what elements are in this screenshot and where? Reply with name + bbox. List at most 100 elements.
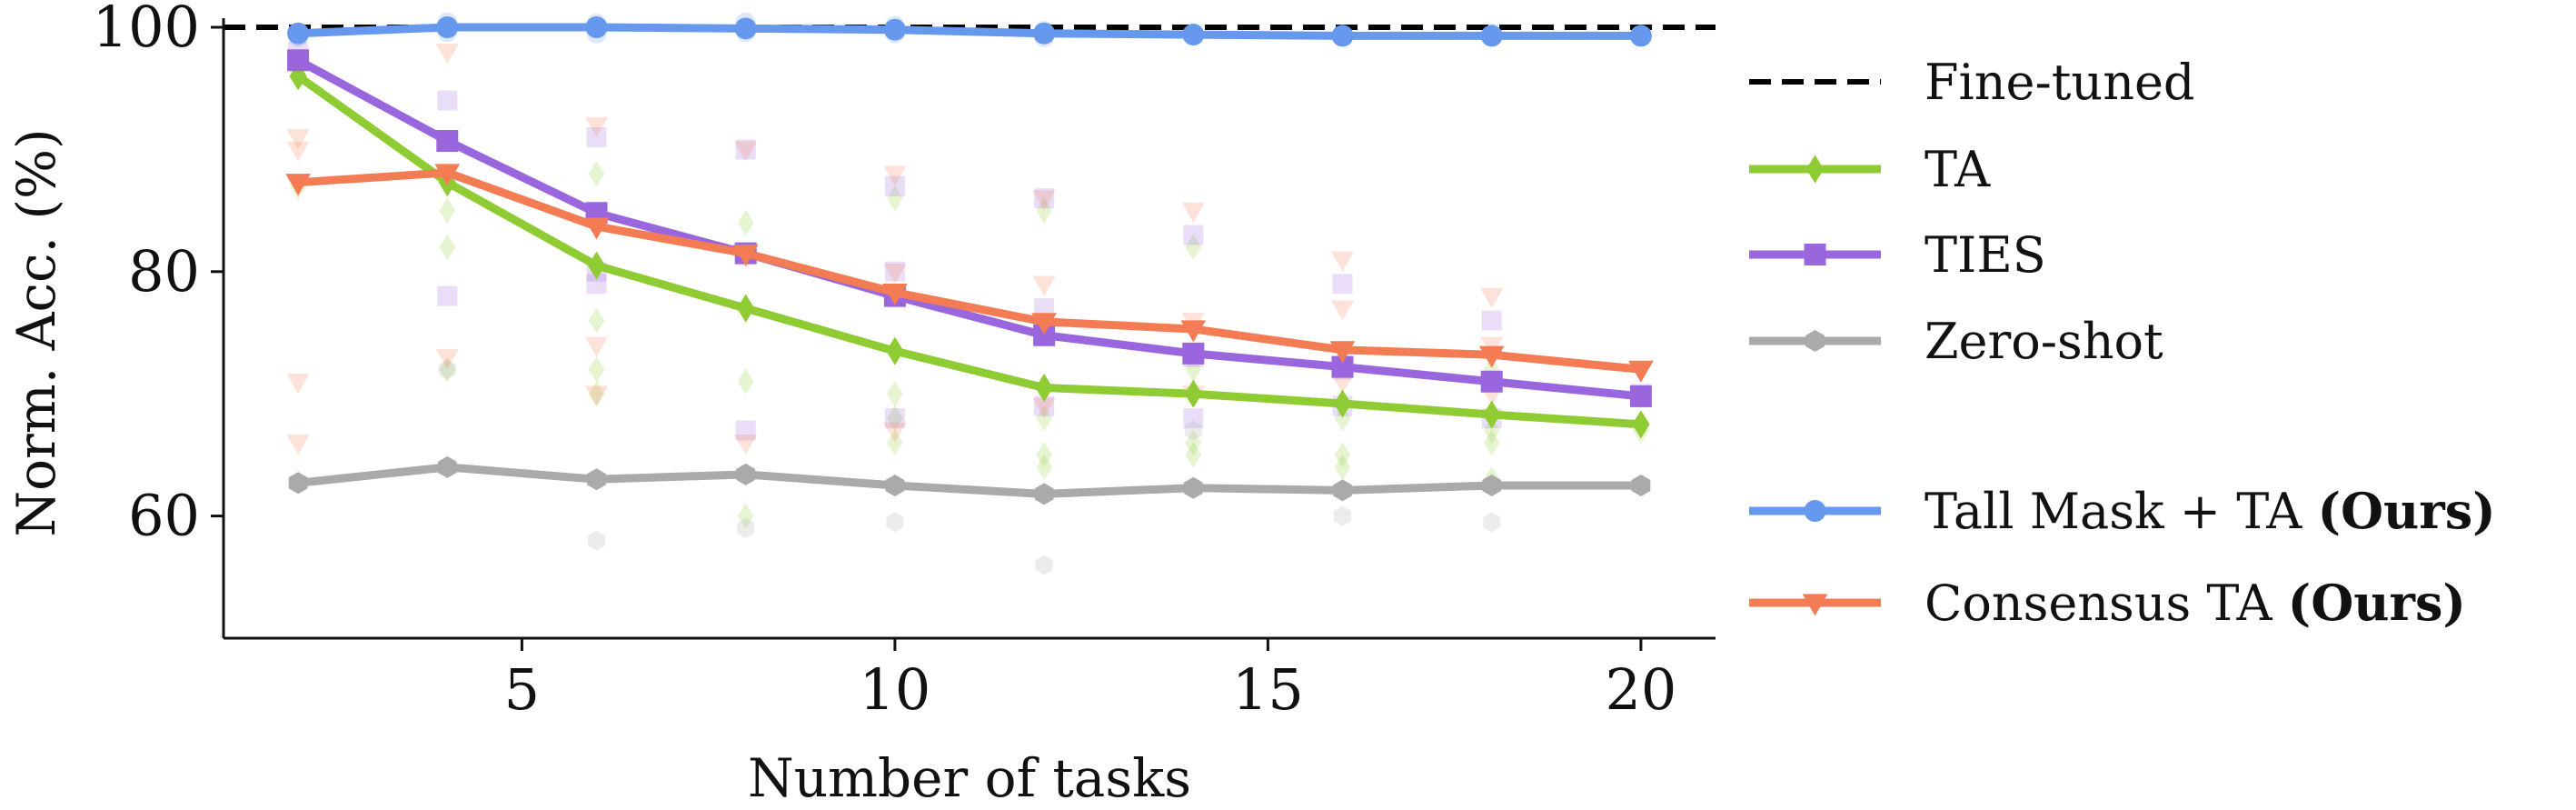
- scatter-point: [734, 435, 758, 455]
- data-point: [1033, 324, 1056, 346]
- scatter-point: [887, 185, 903, 212]
- x-tick-label: 15: [1232, 656, 1304, 723]
- data-point: [1331, 25, 1354, 47]
- legend-item: Tall Mask + TA (Ours): [1749, 482, 2496, 540]
- data-point: [737, 294, 755, 323]
- y-tick-label: 80: [128, 238, 200, 305]
- x-tick-label: 5: [504, 656, 540, 723]
- scatter-point: [887, 405, 903, 432]
- x-tick-label: 10: [859, 656, 930, 723]
- data-point: [1183, 476, 1203, 499]
- data-point: [734, 17, 757, 40]
- data-point: [1629, 385, 1652, 407]
- scatter-point: [1330, 373, 1355, 394]
- scatter-point: [1032, 275, 1056, 296]
- scatter-point: [1181, 202, 1205, 223]
- scatter-point: [1036, 442, 1052, 468]
- series-line: [297, 463, 1641, 498]
- scatter-point: [1034, 395, 1055, 416]
- scatter-point: [737, 209, 754, 236]
- scatter-point: [1481, 310, 1502, 331]
- scatter-point: [1483, 417, 1500, 444]
- scatter-point: [1035, 555, 1053, 575]
- data-point: [288, 472, 308, 495]
- series-consensus-ta: [285, 164, 1654, 383]
- data-point: [434, 164, 461, 186]
- data-point: [736, 463, 756, 485]
- data-point: [1333, 479, 1352, 502]
- legend-item: TA: [1749, 141, 1991, 198]
- scatter-point: [588, 380, 605, 407]
- legend-item: Consensus TA (Ours): [1749, 574, 2466, 632]
- data-point: [1333, 389, 1352, 418]
- legend-marker: [1805, 155, 1825, 184]
- x-tick-label: 20: [1605, 656, 1676, 723]
- scatter-point: [1184, 420, 1202, 441]
- scatter-point: [1034, 188, 1055, 209]
- scatter-point: [1183, 408, 1204, 429]
- scatter-point: [735, 420, 756, 441]
- data-point: [1033, 22, 1056, 45]
- data-point: [437, 455, 457, 478]
- legend-label: TIES: [1925, 226, 2046, 284]
- data-point: [1478, 345, 1505, 368]
- scatter-point: [735, 139, 756, 160]
- scatter-point: [586, 274, 607, 295]
- legend-marker: [1804, 244, 1826, 265]
- data-point: [585, 16, 608, 38]
- data-point: [882, 284, 908, 306]
- data-point: [732, 245, 759, 267]
- data-point: [583, 217, 610, 240]
- scatter-point: [1036, 454, 1052, 481]
- legend-marker: [1802, 594, 1828, 616]
- scatter-point: [438, 359, 456, 380]
- data-point: [1329, 341, 1356, 364]
- y-tick-label: 100: [93, 0, 200, 60]
- scatter-point: [1185, 234, 1202, 261]
- scatter-point: [883, 264, 907, 284]
- scatter-point: [887, 429, 903, 456]
- series-zero-shot: [288, 455, 1651, 505]
- scatter-point: [737, 518, 755, 539]
- scatter-point: [1333, 505, 1352, 526]
- data-point: [1331, 355, 1354, 378]
- scatter-point: [1032, 190, 1056, 211]
- data-point: [287, 22, 310, 45]
- scatter-point: [737, 503, 754, 529]
- scatter-point: [435, 44, 459, 65]
- scatter-point: [586, 126, 607, 147]
- scatter-point: [883, 165, 907, 186]
- data-point: [883, 18, 906, 41]
- data-point: [289, 62, 307, 91]
- scatter-point: [1334, 405, 1351, 432]
- scatter-point: [286, 373, 310, 394]
- data-point: [1628, 360, 1654, 383]
- legend-item: TIES: [1749, 226, 2046, 284]
- legend-marker: [1805, 330, 1825, 352]
- x-axis-title: Number of tasks: [748, 747, 1191, 809]
- scatter-point: [587, 530, 606, 551]
- data-point: [436, 16, 459, 38]
- data-point: [1629, 25, 1652, 47]
- scatter-point: [1330, 300, 1355, 321]
- scatter-point: [1185, 442, 1202, 468]
- scatter-point: [1183, 225, 1204, 245]
- scatter-point: [584, 336, 609, 357]
- data-point: [1180, 320, 1207, 343]
- data-point: [587, 468, 606, 491]
- series-line: [297, 23, 1641, 40]
- scatter-point: [734, 141, 758, 162]
- series-line: [297, 168, 1642, 374]
- y-tick-label: 60: [128, 483, 200, 549]
- scatter-point: [588, 356, 605, 383]
- scatter-point: [439, 234, 456, 261]
- scatter-point: [886, 512, 904, 533]
- scatter-point: [435, 349, 459, 370]
- series-ties: [287, 49, 1652, 407]
- data-point: [1034, 483, 1054, 505]
- data-point: [1035, 373, 1053, 403]
- series-lines: [285, 16, 1654, 505]
- scatter-point: [1036, 405, 1052, 432]
- legend-label: Tall Mask + TA (Ours): [1925, 482, 2496, 540]
